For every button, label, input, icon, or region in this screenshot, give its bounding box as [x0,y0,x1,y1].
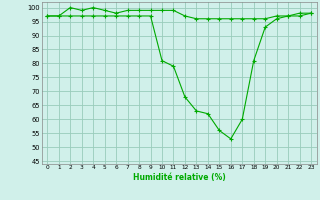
X-axis label: Humidité relative (%): Humidité relative (%) [133,173,226,182]
